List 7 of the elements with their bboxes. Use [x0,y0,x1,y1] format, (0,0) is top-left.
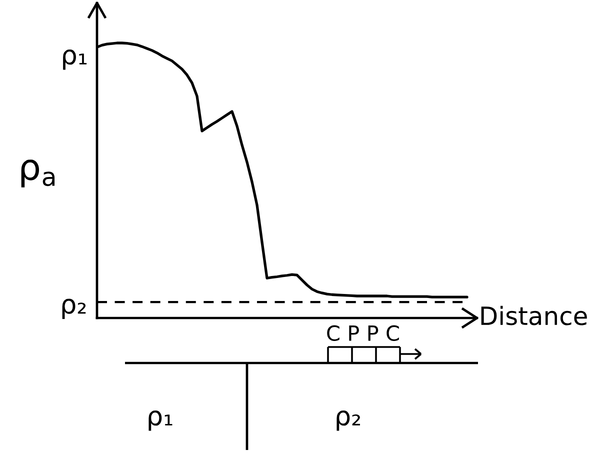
text: ρ₁ [63,50,87,70]
ref-line-label: ρ₂ [62,298,86,319]
text: ρ₁ [148,410,172,431]
text: ρ₂ [336,410,360,431]
x-axis-title: Distance [481,306,587,326]
text: C P P C [327,325,399,342]
y-axis-title: ρ$_{a}$ [21,160,55,188]
